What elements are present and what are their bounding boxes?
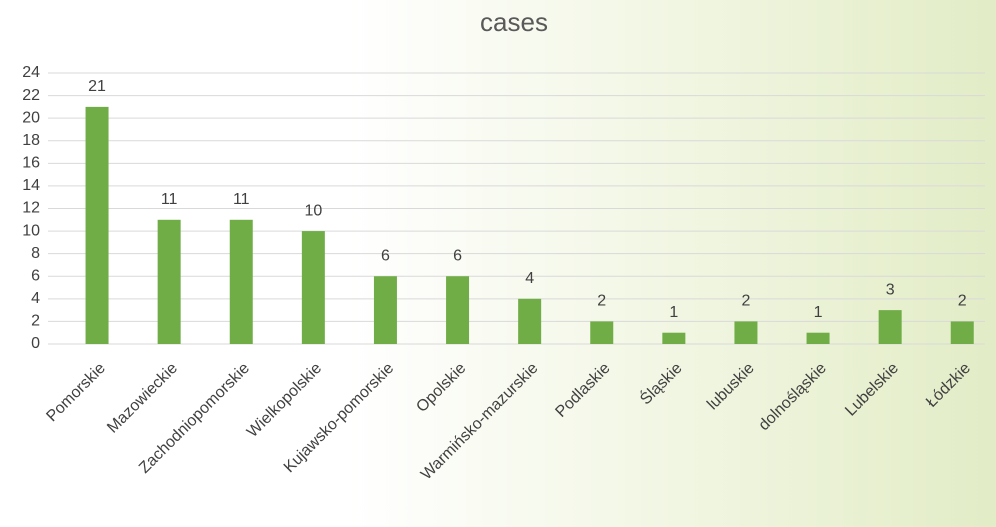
data-label: 1 (669, 304, 678, 321)
y-tick-label: 20 (22, 109, 40, 126)
data-label: 10 (304, 202, 322, 219)
y-tick-label: 24 (22, 64, 40, 81)
data-label: 21 (88, 78, 106, 95)
y-tick-label: 22 (22, 87, 40, 104)
y-tick-label: 14 (22, 177, 40, 194)
data-label: 4 (525, 270, 534, 287)
y-tick-label: 2 (31, 313, 40, 330)
chart-title: cases (480, 7, 548, 37)
y-tick-label: 4 (31, 290, 40, 307)
x-tick-label: Wielkopolskie (244, 360, 325, 441)
data-label: 6 (453, 247, 462, 264)
x-tick-label: Opolskie (413, 360, 469, 416)
y-tick-label: 0 (31, 335, 40, 352)
x-tick-label: Pomorskie (43, 360, 109, 426)
bar (662, 332, 686, 344)
bar (590, 321, 614, 344)
bar (446, 276, 470, 344)
x-tick-label: Warmińsko-mazurskie (418, 360, 542, 484)
data-label: 2 (597, 293, 606, 310)
x-tick-label: dolnośląskie (756, 360, 830, 434)
data-label: 1 (814, 304, 823, 321)
data-label: 3 (886, 281, 895, 298)
data-label: 6 (381, 247, 390, 264)
bar (518, 298, 542, 344)
bar (734, 321, 758, 344)
y-tick-label: 10 (22, 222, 40, 239)
data-label: 11 (233, 191, 250, 208)
data-label: 2 (741, 293, 750, 310)
y-tick-label: 18 (22, 132, 40, 149)
bar (878, 310, 902, 344)
bar (229, 219, 253, 344)
x-tick-label: Śląskie (636, 358, 686, 408)
y-tick-label: 16 (22, 155, 40, 172)
y-tick-label: 6 (31, 267, 40, 284)
x-tick-label: Lubelskie (842, 360, 902, 420)
x-tick-label: lubuskie (704, 360, 758, 414)
bar (301, 231, 325, 344)
bar (157, 219, 181, 344)
x-tick-label: Podlaskie (552, 360, 613, 421)
data-label: 2 (958, 293, 967, 310)
bar (950, 321, 974, 344)
y-tick-label: 12 (22, 200, 40, 217)
bar (373, 276, 397, 344)
x-tick-label: Mazowieckie (104, 360, 181, 437)
data-label: 11 (161, 191, 178, 208)
x-tick-label: Łódzkie (923, 360, 974, 411)
y-tick-label: 8 (31, 245, 40, 262)
bar (85, 106, 109, 344)
bar (806, 332, 830, 344)
